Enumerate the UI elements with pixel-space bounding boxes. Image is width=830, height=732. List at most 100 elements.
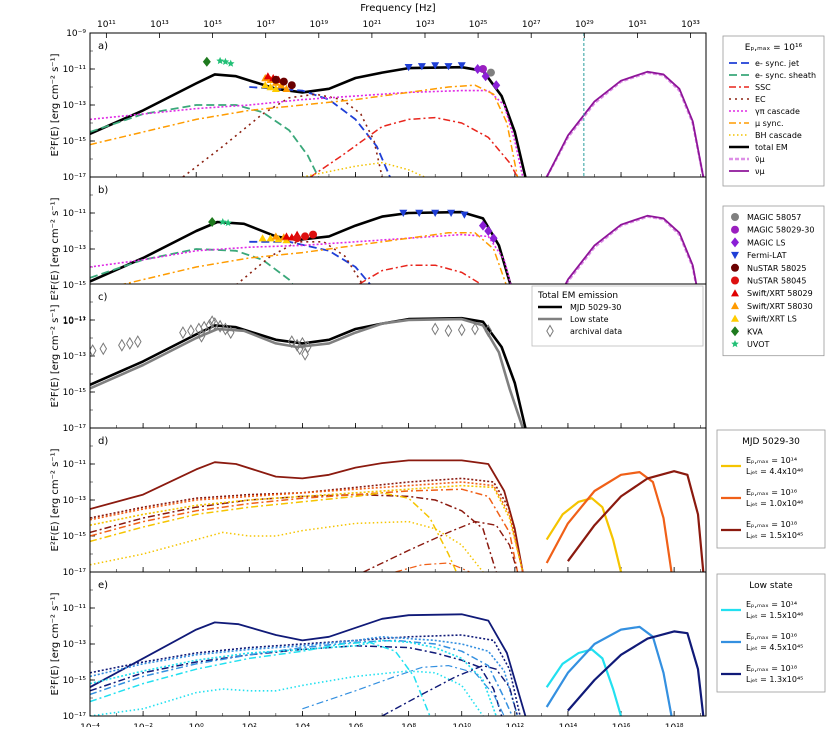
x-tick-label: 10⁶ (348, 723, 363, 727)
y-tick-label: 10⁻¹⁵ (63, 676, 87, 686)
data-point (731, 237, 739, 248)
series-line (90, 459, 524, 572)
data-point (546, 324, 554, 338)
series-line (90, 84, 519, 177)
state-legend-ljet: Lⱼₑₜ = 1.0x10⁴⁶ (746, 499, 803, 508)
model-legend-label: EC (755, 95, 766, 104)
model-legend-label: e- sync. sheath (755, 71, 816, 80)
plot-area (90, 428, 706, 572)
model-legend-label: SSC (755, 83, 771, 92)
x-tick-label: 10¹² (505, 723, 524, 727)
series-group (90, 315, 527, 428)
data-point (287, 81, 296, 90)
x-tick-label: 10⁴ (295, 723, 310, 727)
data-point (271, 75, 280, 84)
panel-legend-label: archival data (570, 327, 622, 336)
plot-frame (89, 571, 707, 717)
y-axis-title: E²F(E) [erg cm⁻² s⁻¹] (50, 448, 61, 551)
data-point (492, 80, 501, 91)
data-point (134, 335, 142, 349)
y-tick-label: 10⁻¹⁷ (63, 173, 87, 183)
series-line (545, 471, 673, 572)
plot-area (90, 33, 706, 177)
top-tick-label: 10¹³ (150, 20, 169, 30)
data-point (266, 83, 275, 91)
model-legend-label: BH cascade (755, 131, 802, 140)
state-legend-ljet: Lⱼₑₜ = 4.4x10⁴⁶ (746, 467, 803, 476)
data-point (197, 329, 206, 343)
y-tick-label: 10⁻⁹ (66, 29, 86, 39)
data-legend-label: UVOT (747, 340, 769, 349)
data-point (431, 62, 440, 70)
series-line (249, 86, 391, 177)
series-line (90, 634, 521, 716)
data-point (447, 209, 456, 217)
data-point (295, 342, 304, 356)
state-legend-box (716, 573, 826, 693)
y-tick-label: 10⁻¹⁷ (63, 424, 87, 434)
series-line (90, 488, 519, 572)
data-legend-label: MAGIC LS (747, 238, 785, 247)
series-line (90, 317, 525, 428)
series-line (302, 161, 425, 177)
data-point (478, 65, 487, 73)
data-point (224, 218, 232, 227)
data-point (731, 314, 739, 322)
data-point (444, 63, 453, 71)
data-point (202, 56, 211, 67)
y-tick-label: 10⁻¹¹ (63, 209, 87, 219)
data-point (415, 209, 424, 217)
series-line (90, 232, 519, 321)
y-axis-title: E²F(E) [erg cm⁻² s⁻¹] (50, 304, 61, 407)
top-tick-label: 10²¹ (363, 20, 382, 30)
data-point (489, 233, 498, 244)
data-point (216, 56, 224, 65)
top-tick-label: 10²⁷ (522, 20, 541, 30)
x-tick-label: 10⁻² (133, 723, 153, 727)
model-legend-label: νμ (755, 167, 765, 176)
series-line (90, 477, 524, 572)
data-point (431, 209, 440, 217)
data-point (226, 326, 235, 340)
data-point (731, 263, 739, 272)
top-tick-label: 10²⁵ (469, 20, 488, 30)
x-tick-label: 10¹⁴ (559, 723, 578, 727)
y-tick-label: 10⁻¹⁵ (63, 388, 87, 398)
data-legend-label: MAGIC 58029-30 (747, 226, 814, 235)
panel-legend-title: Total EM emission (537, 291, 618, 301)
panel-legend-label: MJD 5029-30 (570, 303, 621, 312)
data-point (731, 213, 739, 221)
data-legend-label: KVA (747, 327, 763, 336)
y-tick-label: 10⁻¹⁷ (63, 712, 87, 722)
x-tick-label: 10¹⁶ (612, 723, 631, 727)
series-line (90, 233, 521, 321)
y-tick-label: 10⁻¹³ (63, 352, 87, 362)
y-tick-label: 10⁻¹³ (63, 496, 87, 506)
series-line (545, 214, 705, 321)
data-point (90, 344, 97, 358)
data-point (404, 64, 413, 72)
series-line (545, 70, 705, 177)
data-point (271, 232, 280, 240)
series-group (90, 209, 705, 321)
series-line (545, 625, 673, 716)
plot-area (90, 572, 706, 716)
panel-a: a) 10⁻⁹ 10⁻¹¹ 10⁻¹³ 10⁻¹⁵ 10⁻¹⁷ E²F(E) [erg cm… (50, 29, 707, 183)
series-line (90, 65, 527, 177)
data-legend-label: Swift/XRT LS (747, 315, 797, 324)
top-tick-label: 10²⁹ (575, 20, 594, 30)
data-legend-label: Swift/XRT 58029 (747, 289, 813, 298)
data-point (118, 338, 126, 352)
data-point (731, 276, 739, 285)
panel-legend-label: Low state (570, 315, 609, 324)
data-point (473, 64, 482, 74)
data-point (471, 322, 479, 336)
data-point (277, 81, 286, 89)
data-point (417, 63, 426, 71)
data-point (731, 340, 739, 348)
model-legend-box (722, 35, 825, 187)
series-line (363, 520, 519, 572)
state-legend-ljet: Lⱼₑₜ = 1.3x10⁴⁵ (746, 675, 803, 684)
series-line (567, 470, 705, 572)
